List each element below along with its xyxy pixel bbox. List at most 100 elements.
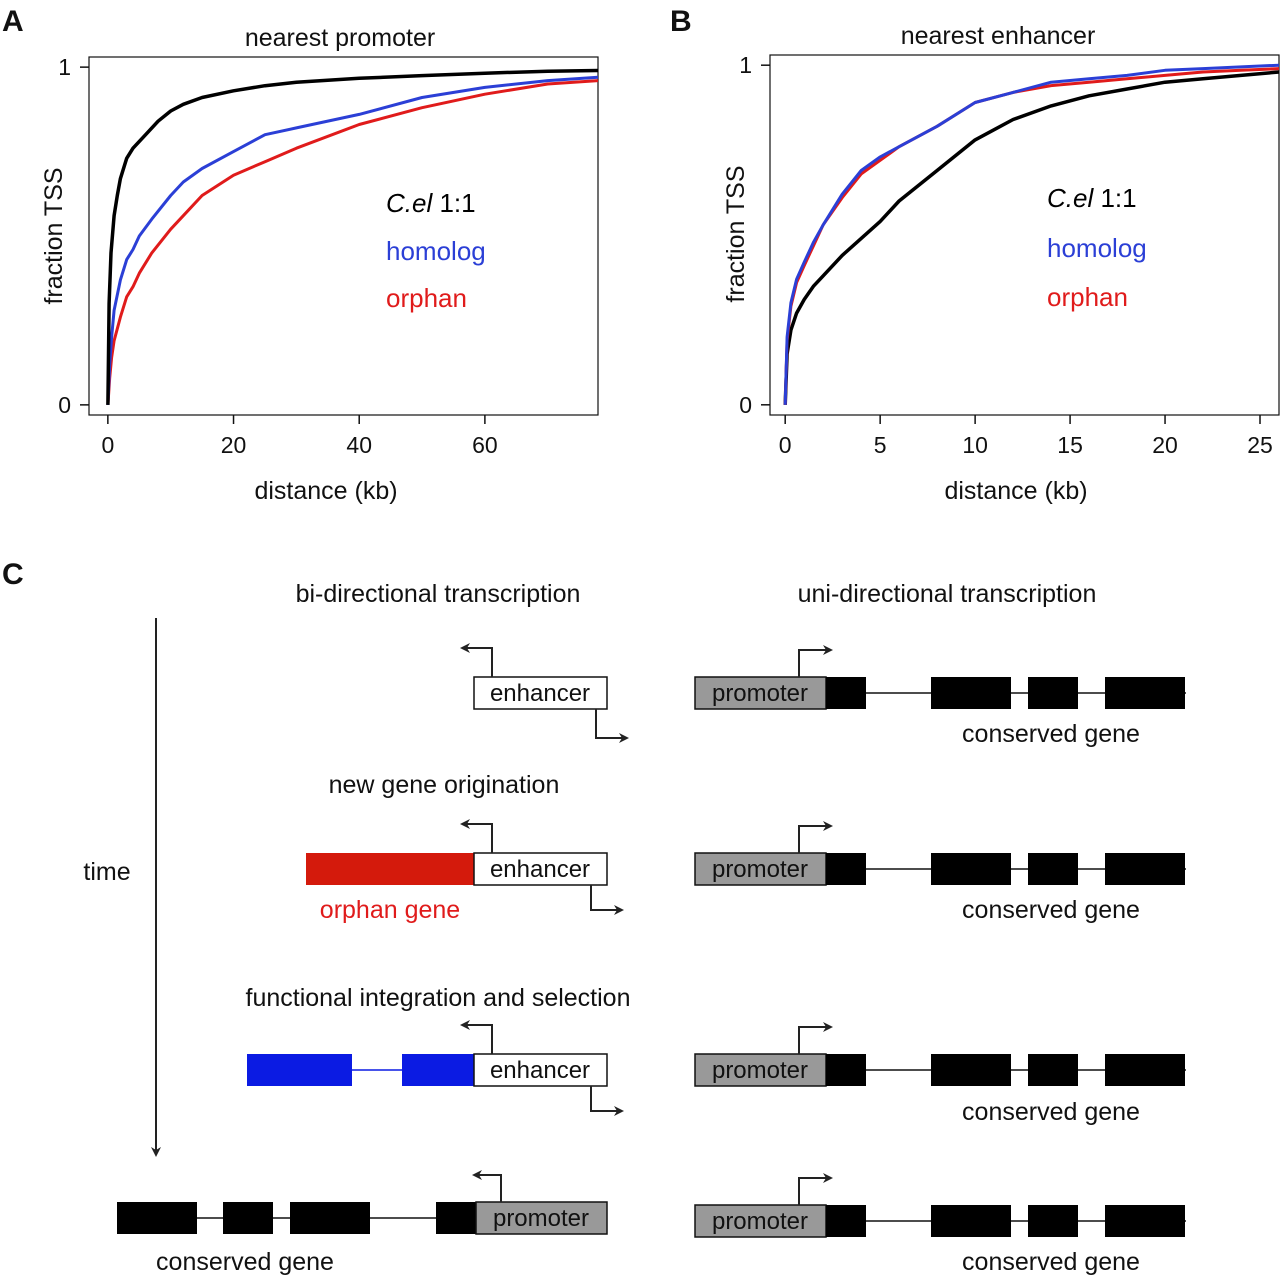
series-line-orphan bbox=[106, 79, 599, 405]
row-1-right: promoter conserved gene bbox=[694, 645, 1186, 748]
panel-letter-b: B bbox=[670, 5, 692, 38]
x-tick-label: 10 bbox=[962, 432, 988, 458]
arrow-left-icon bbox=[472, 1170, 502, 1202]
header-bi-directional: bi-directional transcription bbox=[296, 580, 581, 608]
chart-a-xlabel: distance (kb) bbox=[254, 477, 397, 505]
arrow-left-icon bbox=[460, 1020, 493, 1054]
chart-a-y-axis: 01 bbox=[58, 54, 89, 418]
promoter-box bbox=[694, 676, 827, 710]
panel-a: A nearest promoter 01 0 20 40 60 distance (… bbox=[2, 5, 599, 505]
legend-a-orphan: orphan bbox=[386, 283, 467, 313]
enhancer-box bbox=[473, 1053, 608, 1087]
chart-b-legend: C.el 1:1 homolog orphan bbox=[1047, 183, 1147, 312]
exon bbox=[1105, 677, 1185, 709]
exon bbox=[1105, 1054, 1185, 1086]
exon bbox=[1028, 677, 1078, 709]
orphan-gene-label: orphan gene bbox=[320, 896, 460, 924]
y-tick-label: 1 bbox=[58, 54, 71, 80]
exon bbox=[1028, 853, 1078, 885]
promoter-box bbox=[694, 852, 827, 886]
chart-b-y-axis: 01 bbox=[739, 52, 770, 418]
chart-b-x-axis: 0 5 10 15 20 25 bbox=[779, 415, 1273, 458]
chart-a-series bbox=[106, 68, 599, 405]
arrow-right-icon bbox=[798, 1173, 833, 1205]
promoter-label: promoter bbox=[712, 680, 808, 707]
enhancer-label: enhancer bbox=[490, 680, 590, 707]
x-tick-label: 60 bbox=[472, 432, 498, 458]
exon bbox=[931, 677, 1011, 709]
y-tick-label: 0 bbox=[739, 392, 752, 418]
new-gene-origination-label: new gene origination bbox=[329, 771, 560, 799]
arrow-left-icon bbox=[460, 819, 493, 853]
conserved-gene-label: conserved gene bbox=[962, 1248, 1140, 1276]
exon bbox=[223, 1202, 273, 1234]
conserved-gene-label: conserved gene bbox=[962, 1098, 1140, 1126]
y-tick-label: 1 bbox=[739, 52, 752, 78]
chart-a-x-axis: 0 20 40 60 bbox=[101, 415, 498, 458]
chart-b-series bbox=[783, 63, 1280, 405]
homolog-exon bbox=[247, 1054, 352, 1086]
x-tick-label: 15 bbox=[1057, 432, 1083, 458]
chart-a-frame bbox=[88, 56, 599, 416]
header-uni-directional: uni-directional transcription bbox=[798, 580, 1097, 608]
series-line-cel bbox=[106, 68, 599, 405]
x-tick-label: 20 bbox=[221, 432, 247, 458]
exon bbox=[931, 1054, 1011, 1086]
exon bbox=[826, 1054, 866, 1086]
chart-b-frame bbox=[769, 54, 1280, 416]
chart-b-ylabel: fraction TSS bbox=[722, 165, 750, 302]
exon bbox=[826, 853, 866, 885]
chart-a-legend: C.el 1:1 homolog orphan bbox=[386, 188, 486, 313]
y-tick-label: 0 bbox=[58, 392, 71, 418]
conserved-gene-label: conserved gene bbox=[962, 896, 1140, 924]
x-tick-label: 0 bbox=[101, 432, 114, 458]
promoter-label: promoter bbox=[712, 1057, 808, 1084]
panel-letter-a: A bbox=[2, 5, 24, 38]
x-tick-label: 25 bbox=[1247, 432, 1273, 458]
legend-b-orphan: orphan bbox=[1047, 282, 1128, 312]
enhancer-box bbox=[473, 852, 608, 886]
x-tick-label: 5 bbox=[874, 432, 887, 458]
legend-a-cel: C.el 1:1 bbox=[386, 188, 476, 218]
exon bbox=[931, 1205, 1011, 1237]
series-line-orphan bbox=[783, 67, 1280, 405]
exon bbox=[290, 1202, 370, 1234]
arrow-right-icon bbox=[590, 1086, 624, 1116]
homolog-exon bbox=[402, 1054, 474, 1086]
series-line-cel bbox=[783, 70, 1280, 405]
panel-c: C bi-directional transcription uni-direc… bbox=[2, 558, 1186, 1276]
exon bbox=[931, 853, 1011, 885]
arrow-right-icon bbox=[590, 885, 624, 915]
exon bbox=[436, 1202, 476, 1234]
promoter-box bbox=[694, 1204, 827, 1238]
row-1-left: enhancer bbox=[460, 643, 629, 743]
row-2-left: enhancer orphan gene bbox=[306, 819, 624, 924]
panel-letter-c: C bbox=[2, 558, 24, 591]
arrow-left-icon bbox=[460, 643, 493, 677]
legend-a-homolog: homolog bbox=[386, 236, 486, 266]
exon bbox=[826, 677, 866, 709]
time-label: time bbox=[83, 858, 130, 886]
enhancer-box bbox=[473, 676, 608, 710]
arrow-right-icon bbox=[798, 645, 833, 677]
series-line-homolog bbox=[783, 63, 1280, 405]
promoter-label: promoter bbox=[493, 1205, 589, 1232]
row-4-left: promoter conserved gene bbox=[117, 1170, 608, 1276]
conserved-gene-label: conserved gene bbox=[156, 1248, 334, 1276]
exon bbox=[1028, 1054, 1078, 1086]
chart-b-title: nearest enhancer bbox=[901, 22, 1096, 50]
promoter-label: promoter bbox=[712, 1208, 808, 1235]
promoter-box bbox=[475, 1201, 608, 1235]
legend-b-homolog: homolog bbox=[1047, 233, 1147, 263]
promoter-box bbox=[694, 1053, 827, 1087]
x-tick-label: 0 bbox=[779, 432, 792, 458]
orphan-gene-box bbox=[306, 853, 474, 885]
enhancer-label: enhancer bbox=[490, 856, 590, 883]
exon bbox=[1105, 853, 1185, 885]
row-3-right: promoter conserved gene bbox=[694, 1022, 1186, 1126]
enhancer-label: enhancer bbox=[490, 1057, 590, 1084]
functional-integration-label: functional integration and selection bbox=[246, 984, 631, 1012]
x-tick-label: 20 bbox=[1152, 432, 1178, 458]
chart-a-ylabel: fraction TSS bbox=[40, 167, 68, 304]
